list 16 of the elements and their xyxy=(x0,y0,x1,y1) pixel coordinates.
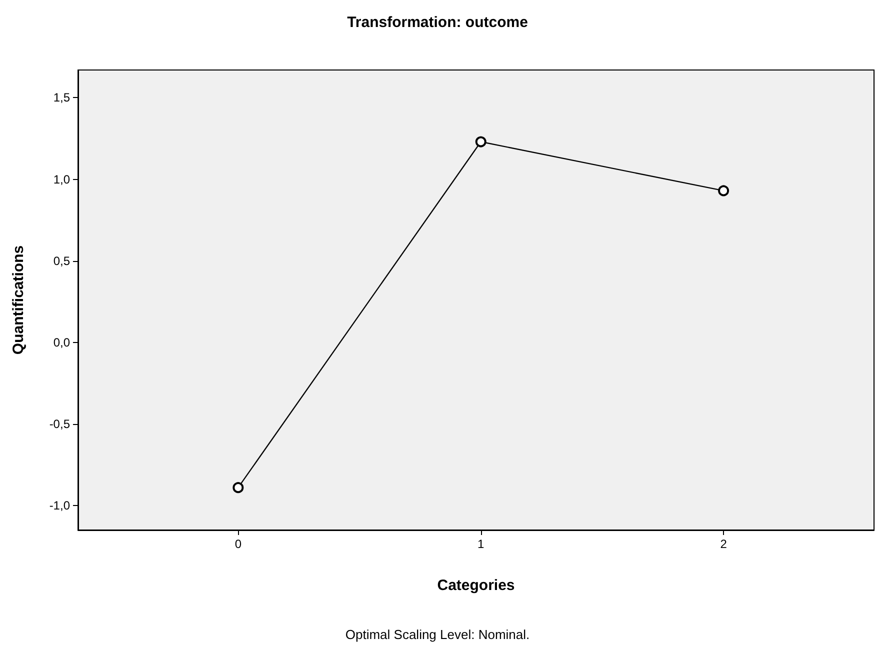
point xyxy=(475,136,486,148)
y-tick-label: 0,0 xyxy=(53,335,70,350)
text: Optimal Scaling Level: Nominal. xyxy=(345,627,530,642)
chart-title: Transformation: outcome xyxy=(347,14,528,31)
y-tick-label: 1,0 xyxy=(53,172,70,186)
x-axis-title: Categories xyxy=(437,577,515,594)
y-tick-label: -0,5 xyxy=(49,416,70,431)
point xyxy=(232,482,244,494)
y-tick-label: 0,5 xyxy=(53,254,70,268)
point xyxy=(718,185,730,196)
y-tick-label: 1,5 xyxy=(53,90,70,105)
x-tick-label: 0 xyxy=(234,537,242,551)
y-tick-label: -1,0 xyxy=(49,498,70,513)
x-tick-label: 2 xyxy=(720,537,728,551)
x-tick-label: 1 xyxy=(478,537,485,551)
y-axis-title: Quantifications xyxy=(10,245,27,355)
